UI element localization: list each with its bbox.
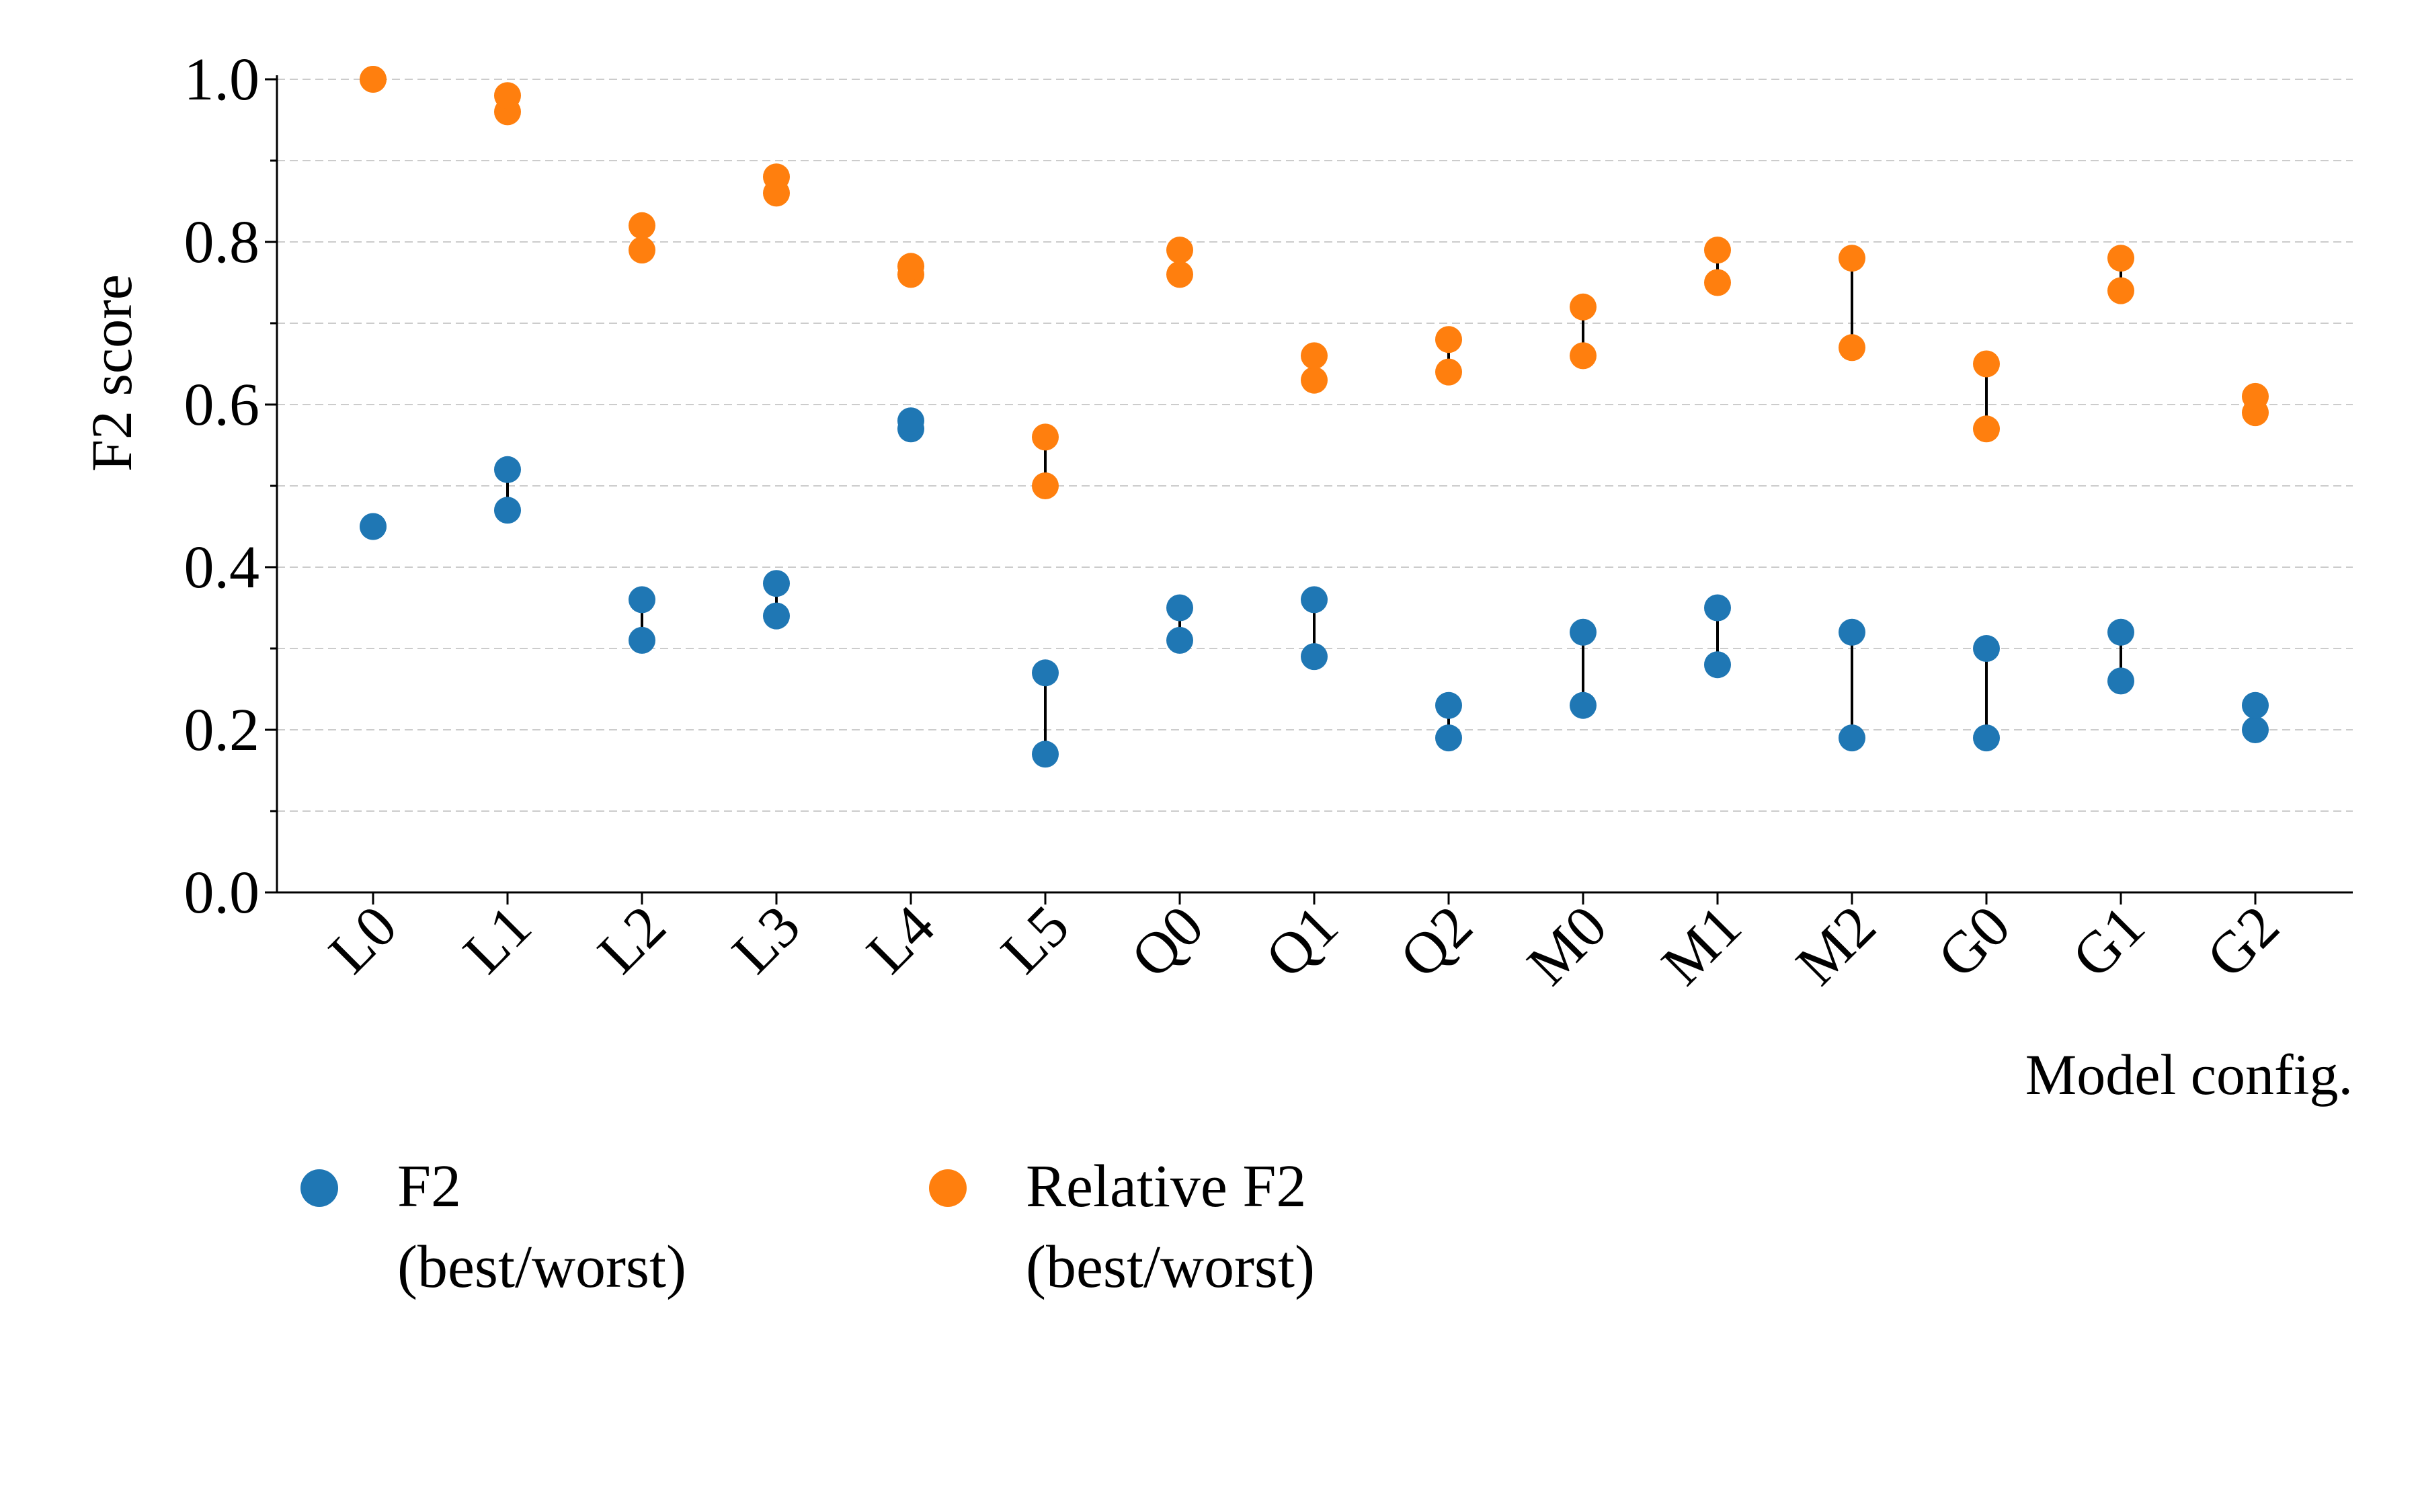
axes — [276, 75, 2353, 894]
f2-best-point — [897, 407, 924, 435]
y-ticks: 0.0 0.2 0.4 0.6 0.8 1.0 — [184, 46, 277, 926]
relative-f2-best-point — [1704, 237, 1731, 264]
relative-f2-best-point — [360, 66, 387, 93]
relative-f2-best-point — [897, 253, 924, 280]
y-tick-label: 0.6 — [184, 372, 260, 438]
f2-best-point — [2242, 691, 2269, 719]
f2-best-point — [1570, 618, 1597, 646]
relative-f2-worst-point — [1973, 415, 2000, 443]
y-tick-label: 0.8 — [184, 209, 260, 276]
x-tick-label: Q2 — [1387, 894, 1485, 991]
relative-f2-best-point — [1166, 237, 1193, 264]
y-tick-label: 0.2 — [184, 697, 260, 763]
f2-best-point — [1704, 594, 1731, 622]
relative-f2-worst-point — [1435, 358, 1462, 386]
relative-f2-best-point — [1839, 245, 1865, 272]
relative-f2-best-point — [1570, 293, 1597, 321]
y-axis-label: F2 score — [79, 274, 144, 472]
f2-worst-point — [629, 626, 655, 654]
x-tick-label: M0 — [1515, 894, 1619, 998]
f2-worst-point — [1032, 741, 1059, 768]
relative-f2-worst-point — [1570, 342, 1597, 370]
f2-best-point — [360, 513, 387, 540]
relative-f2-best-point — [2242, 382, 2269, 410]
f2-worst-point — [1839, 724, 1865, 752]
relative-f2-worst-point — [2107, 277, 2134, 304]
data-points — [360, 66, 2269, 768]
legend-marker-relative-f2 — [929, 1169, 967, 1207]
f2-worst-point — [1973, 724, 2000, 752]
relative-f2-worst-point — [1301, 366, 1328, 394]
f2-worst-point — [1435, 724, 1462, 752]
x-tick-label: Q1 — [1253, 894, 1350, 991]
x-tick-label: L5 — [989, 894, 1082, 986]
f2-worst-point — [1570, 691, 1597, 719]
f2-best-point — [1166, 594, 1193, 622]
y-tick-label: 0.4 — [184, 534, 260, 601]
f2-best-point — [1301, 586, 1328, 614]
f2-worst-point — [1301, 643, 1328, 671]
legend: F2 (best/worst) Relative F2 (best/worst) — [300, 1153, 1315, 1300]
relative-f2-best-point — [494, 82, 521, 110]
f2-best-point — [494, 456, 521, 483]
relative-f2-best-point — [1973, 350, 2000, 378]
x-tick-label: G1 — [2060, 894, 2157, 991]
relative-f2-best-point — [629, 212, 655, 239]
f2-worst-point — [763, 602, 790, 630]
f2-worst-point — [2107, 667, 2134, 695]
relative-f2-worst-point — [1839, 334, 1865, 362]
x-tick-label: L2 — [586, 894, 678, 986]
x-axis-label: Model config. — [2025, 1042, 2353, 1107]
legend-label: Relative F2 — [1026, 1153, 1306, 1220]
f2-best-point — [1032, 659, 1059, 687]
f2-best-point — [763, 570, 790, 597]
y-tick-label: 1.0 — [184, 46, 260, 113]
relative-f2-worst-point — [629, 237, 655, 264]
legend-label: (best/worst) — [1026, 1234, 1315, 1300]
relative-f2-best-point — [1301, 342, 1328, 370]
x-tick-label: L1 — [451, 894, 544, 986]
relative-f2-worst-point — [1704, 269, 1731, 296]
x-tick-label: G0 — [1925, 894, 2023, 991]
x-tick-label: M2 — [1784, 894, 1888, 998]
grid-lines — [277, 79, 2353, 812]
f2-best-point — [1973, 635, 2000, 662]
x-tick-label: Q0 — [1119, 894, 1216, 991]
relative-f2-worst-point — [1032, 472, 1059, 499]
relative-f2-best-point — [1435, 326, 1462, 353]
f2-worst-point — [1166, 626, 1193, 654]
x-tick-label: L0 — [317, 894, 409, 986]
f2-worst-point — [2242, 716, 2269, 743]
relative-f2-worst-point — [1166, 261, 1193, 288]
x-tick-label: L3 — [720, 894, 813, 986]
f2-best-point — [1435, 691, 1462, 719]
y-tick-label: 0.0 — [184, 859, 260, 926]
legend-label: (best/worst) — [397, 1234, 686, 1300]
relative-f2-best-point — [2107, 245, 2134, 272]
x-tick-label: G2 — [2194, 894, 2292, 991]
x-tick-label: M1 — [1650, 894, 1754, 998]
legend-label: F2 — [397, 1153, 461, 1220]
f2-best-point — [2107, 618, 2134, 646]
f2-worst-point — [494, 497, 521, 524]
f2-best-point — [1839, 618, 1865, 646]
relative-f2-best-point — [763, 163, 790, 191]
f2-worst-point — [1704, 651, 1731, 679]
x-ticks: L0 L1 L2 L3 L4 L5 Q0 Q1 Q2 M0 M1 M2 G0 G1 G2 — [317, 892, 2292, 998]
f2-best-point — [629, 586, 655, 614]
legend-marker-f2 — [300, 1169, 338, 1207]
x-tick-label: L4 — [854, 894, 947, 986]
relative-f2-best-point — [1032, 423, 1059, 451]
